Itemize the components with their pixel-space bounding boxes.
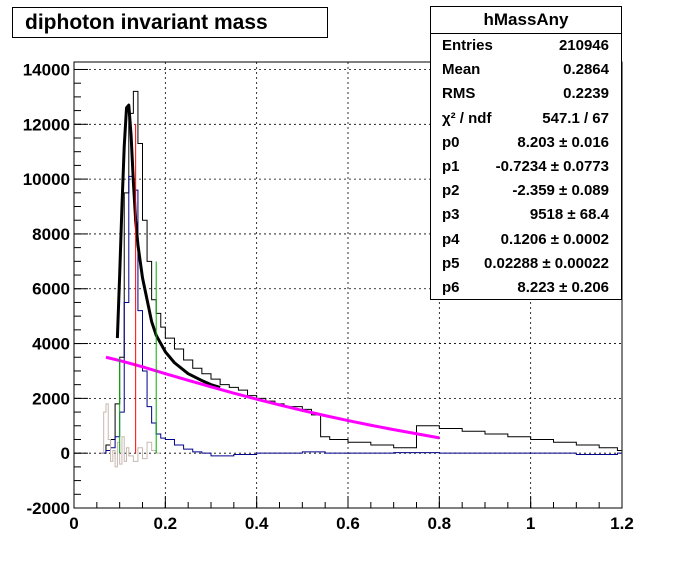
stats-key: p4 bbox=[442, 230, 460, 248]
stats-row: Entries 210946 bbox=[431, 34, 621, 58]
stats-value: 0.2864 bbox=[563, 61, 609, 79]
x-tick-label: 0.8 bbox=[428, 514, 452, 533]
y-tick-label: 8000 bbox=[32, 225, 70, 244]
y-tick-label: 0 bbox=[61, 444, 70, 463]
x-tick-label: 0.4 bbox=[245, 514, 269, 533]
stats-row: p6 8.223 ± 0.206 bbox=[431, 276, 621, 300]
stats-row: p2 -2.359 ± 0.089 bbox=[431, 179, 621, 203]
stats-key: p3 bbox=[442, 206, 460, 224]
stats-value: 547.1 / 67 bbox=[542, 109, 609, 127]
stats-box: hMassAny Entries 210946 Mean 0.2864 RMS 0.223… bbox=[430, 6, 622, 300]
stats-key: RMS bbox=[442, 85, 476, 103]
stats-rows: Entries 210946 Mean 0.2864 RMS 0.2239 χ² / ndf… bbox=[431, 34, 621, 300]
chart-title-box: diphoton invariant mass bbox=[12, 7, 328, 38]
stats-key: p6 bbox=[442, 278, 460, 296]
x-tick-label: 0 bbox=[69, 514, 78, 533]
stats-value: 0.2239 bbox=[563, 85, 609, 103]
stats-value: 0.1206 ± 0.0002 bbox=[500, 230, 609, 248]
y-tick-label: 2000 bbox=[32, 389, 70, 408]
y-tick-label: 14000 bbox=[23, 60, 70, 79]
stats-value: 0.02288 ± 0.00022 bbox=[483, 254, 609, 272]
y-tick-label: 6000 bbox=[32, 280, 70, 299]
fit-curve bbox=[105, 355, 440, 440]
stats-key: Mean bbox=[442, 61, 481, 79]
stats-row: p5 0.02288 ± 0.00022 bbox=[431, 252, 621, 276]
x-tick-label: 0.2 bbox=[154, 514, 178, 533]
stats-row: χ² / ndf 547.1 / 67 bbox=[431, 107, 621, 131]
stats-value: 210946 bbox=[558, 37, 609, 54]
chart-title: diphoton invariant mass bbox=[25, 11, 268, 34]
stats-row: p4 0.1206 ± 0.0002 bbox=[431, 228, 621, 252]
y-tick-label: -2000 bbox=[27, 499, 70, 518]
stats-key: p2 bbox=[442, 182, 460, 200]
x-tick-label: 1.2 bbox=[610, 514, 634, 533]
y-tick-label: 10000 bbox=[23, 170, 70, 189]
stats-row: RMS 0.2239 bbox=[431, 82, 621, 106]
stats-key: p1 bbox=[442, 157, 460, 175]
stats-title: hMassAny bbox=[431, 7, 621, 34]
stats-value: 9518 ± 68.4 bbox=[529, 206, 609, 224]
y-tick-label: 12000 bbox=[23, 115, 70, 134]
histogram-line bbox=[101, 90, 622, 454]
stats-key: p0 bbox=[442, 133, 460, 151]
stats-row: p0 8.203 ± 0.016 bbox=[431, 131, 621, 155]
stats-row: p1 -0.7234 ± 0.0773 bbox=[431, 155, 621, 179]
stats-value: -2.359 ± 0.089 bbox=[512, 182, 609, 200]
x-tick-label: 1 bbox=[526, 514, 535, 533]
histogram-line bbox=[101, 175, 622, 457]
stats-value: -0.7234 ± 0.0773 bbox=[495, 157, 609, 175]
stats-row: Mean 0.2864 bbox=[431, 58, 621, 82]
y-tick-label: 4000 bbox=[32, 335, 70, 354]
x-tick-label: 0.6 bbox=[336, 514, 360, 533]
stats-key: p5 bbox=[442, 254, 460, 272]
stats-value: 8.223 ± 0.206 bbox=[517, 278, 609, 296]
stats-key: χ² / ndf bbox=[442, 109, 492, 127]
histogram-line bbox=[101, 403, 161, 468]
stats-key: Entries bbox=[442, 37, 493, 54]
fit-curve bbox=[115, 103, 221, 389]
stats-row: p3 9518 ± 68.4 bbox=[431, 203, 621, 227]
stats-value: 8.203 ± 0.016 bbox=[517, 133, 609, 151]
